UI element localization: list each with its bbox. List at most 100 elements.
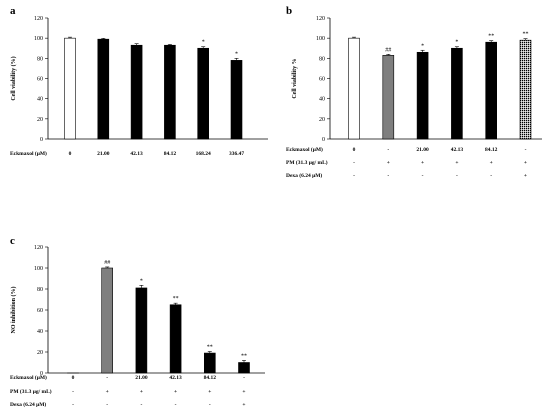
bar: [97, 38, 110, 140]
table-cell: -: [175, 402, 177, 408]
y-tick-label: 80: [37, 56, 43, 62]
y-tick-label: 60: [37, 77, 43, 83]
bar: [382, 55, 395, 140]
significance-marker: **: [207, 344, 213, 350]
table-cell: -: [106, 375, 108, 381]
y-tick-label: 20: [319, 117, 325, 123]
y-tick-label: 40: [37, 97, 43, 103]
table-cell: -: [72, 389, 74, 395]
bar: [169, 304, 182, 374]
table-cell: +: [524, 160, 527, 166]
y-tick-label: 20: [37, 350, 43, 356]
table-cell: 84.12: [204, 375, 217, 381]
table-cell: -: [106, 402, 108, 408]
table-cell: -: [387, 173, 389, 179]
y-tick-label: 0: [40, 137, 43, 143]
significance-marker: **: [241, 353, 247, 359]
y-tick-label: 0: [322, 137, 325, 143]
y-tick-label: 120: [316, 16, 325, 22]
table-cell: +: [106, 389, 109, 395]
table-cell: +: [490, 160, 493, 166]
bar: [130, 44, 143, 140]
significance-marker: **: [488, 34, 494, 40]
y-tick-label: 80: [37, 287, 43, 293]
bar: [204, 352, 216, 374]
table-cell: +: [242, 402, 245, 408]
table-cell: 42.13: [130, 151, 143, 157]
table-cell: +: [208, 389, 211, 395]
table-cell: -: [209, 402, 211, 408]
table-cell: -: [490, 173, 492, 179]
table-cell: -: [456, 173, 458, 179]
bar: [101, 267, 113, 374]
table-cell: 42.13: [169, 375, 182, 381]
y-tick-label: 40: [319, 97, 325, 103]
table-cell: -: [243, 375, 245, 381]
table-cell: +: [242, 389, 245, 395]
table-cell: -: [72, 402, 74, 408]
table-cell: -: [525, 147, 527, 153]
significance-marker: ##: [104, 260, 110, 266]
bar: [416, 51, 429, 140]
table-cell: 21.00: [416, 147, 429, 153]
table-cell: 0: [353, 147, 356, 153]
y-axis-label: Cell viability (%): [10, 56, 17, 100]
table-cell: 168.24: [196, 151, 211, 157]
panel-letter: a: [10, 5, 16, 17]
significance-marker: *: [202, 40, 205, 46]
panel-letter: c: [10, 235, 15, 247]
panel-letter: b: [286, 5, 292, 17]
table-row-label: Eckmaxol (μM): [10, 150, 47, 157]
table-cell: 42.13: [451, 147, 464, 153]
table-cell: +: [387, 160, 390, 166]
table-row-label: Eckmaxol (μM): [286, 146, 323, 153]
bar: [451, 47, 463, 140]
bar: [348, 37, 360, 140]
bar: [164, 44, 176, 140]
y-tick-label: 100: [34, 36, 43, 42]
table-row-label: Eckmaxol (μM): [10, 374, 47, 381]
table-cell: -: [422, 173, 424, 179]
chart-panel-a: a 0 20 40 60 80 100 120 Cell viability (%) * * Eckm…: [10, 5, 268, 157]
table-cell: 21.00: [135, 375, 148, 381]
table-row-label: Dexa (6.24 μM): [286, 172, 322, 179]
table-cell: 21.00: [97, 151, 110, 157]
bar: [485, 41, 498, 140]
bar: [135, 287, 148, 374]
table-cell: +: [174, 389, 177, 395]
y-tick-label: 0: [40, 371, 43, 377]
y-tick-label: 100: [34, 266, 43, 272]
bar: [197, 47, 209, 140]
significance-marker: **: [523, 32, 529, 38]
table-cell: -: [140, 402, 142, 408]
significance-marker: *: [235, 51, 238, 57]
y-tick-label: 80: [319, 56, 325, 62]
table-cell: -: [353, 173, 355, 179]
table-cell: 336.47: [229, 151, 244, 157]
y-tick-label: 100: [316, 36, 325, 42]
bar: [519, 39, 532, 140]
table-cell: 84.12: [164, 151, 177, 157]
table-cell: 0: [69, 151, 72, 157]
table-cell: 0: [72, 375, 75, 381]
significance-marker: **: [173, 296, 179, 302]
y-axis-label: NO inhibition (%): [10, 286, 17, 333]
y-tick-label: 40: [37, 329, 43, 335]
table-row-label: Dexa (6.24 μM): [10, 401, 46, 408]
table-cell: -: [353, 160, 355, 166]
table-cell: -: [387, 147, 389, 153]
y-tick-label: 20: [37, 117, 43, 123]
bar: [64, 37, 76, 140]
table-cell: +: [455, 160, 458, 166]
y-tick-label: 60: [37, 308, 43, 314]
significance-marker: *: [455, 40, 458, 46]
table-cell: +: [524, 173, 527, 179]
table-row-label: PM (31.3 μg/ mL): [10, 388, 52, 395]
significance-marker: ##: [385, 47, 391, 53]
bar: [230, 60, 243, 140]
y-axis-label: Cell viability %: [292, 58, 298, 98]
significance-marker: *: [140, 278, 143, 284]
